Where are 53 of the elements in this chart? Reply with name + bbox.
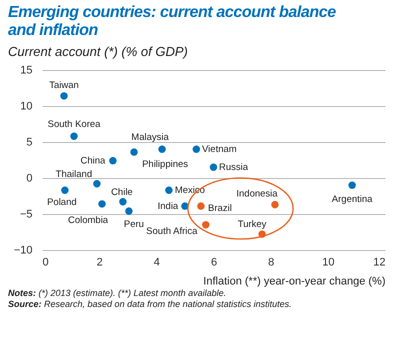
annotation: South Korea xyxy=(48,119,102,130)
y-tick-label: 10 xyxy=(20,100,32,112)
annotation: Chile xyxy=(111,186,133,198)
annotation: China xyxy=(80,156,106,167)
point xyxy=(70,132,78,140)
x-tick-label: 12 xyxy=(373,256,386,268)
point xyxy=(130,148,138,156)
annotation: Thailand xyxy=(56,168,92,180)
x-tick-label: 8 xyxy=(268,256,274,268)
point xyxy=(192,146,200,153)
annotation: Taiwan xyxy=(49,80,79,91)
source-note: Source: Research, based on data from the national statistics institutes. xyxy=(8,299,293,310)
point xyxy=(98,200,106,208)
point xyxy=(165,186,173,194)
point xyxy=(202,221,210,228)
chart-title: Emerging countries: current account balance and inflation xyxy=(7,3,337,40)
point xyxy=(348,182,356,189)
point xyxy=(210,164,218,171)
annotation: Philippines xyxy=(142,159,188,170)
y-tick-label: −5 xyxy=(20,208,32,220)
point xyxy=(197,202,205,210)
y-tick-label: 0 xyxy=(26,172,32,184)
annotation: Malaysia xyxy=(131,132,170,144)
annotation: Colombia xyxy=(68,214,109,226)
point xyxy=(60,92,68,100)
annotation: Indonesia xyxy=(236,188,278,200)
point xyxy=(109,157,117,164)
x-axis-title: Inflation (**) year-on-year change (%) xyxy=(203,276,386,288)
point xyxy=(119,198,127,206)
annotation: India xyxy=(158,201,179,212)
y-tick-label: 5 xyxy=(26,136,32,148)
annotation: Russia xyxy=(218,162,249,174)
annotation: Peru xyxy=(124,219,144,230)
point xyxy=(61,186,69,194)
point xyxy=(93,180,101,188)
text: Notes: (*) 2013 (estimate). (**) Latest month available. xyxy=(8,288,228,299)
x-tick-label: 6 xyxy=(210,256,218,268)
annotation: Vietnam xyxy=(202,144,237,156)
annotation: Poland xyxy=(47,197,77,208)
point xyxy=(125,207,133,215)
y-axis-title: Current account (*) (% of GDP) xyxy=(7,43,189,59)
annotation: Argentina xyxy=(332,194,374,206)
annotation: Brazil xyxy=(208,203,232,214)
x-tick-label: 2 xyxy=(96,256,103,268)
x-tick-label: 4 xyxy=(154,256,160,268)
annotation: Turkey xyxy=(238,219,267,230)
point xyxy=(271,200,279,208)
point xyxy=(158,146,166,153)
annotation: South Africa xyxy=(146,226,198,237)
x-tick-label: 10 xyxy=(322,256,334,268)
y-tick-label: 15 xyxy=(20,64,32,76)
y-tick-label: −10 xyxy=(14,244,32,256)
x-tick-label: 0 xyxy=(42,256,49,268)
